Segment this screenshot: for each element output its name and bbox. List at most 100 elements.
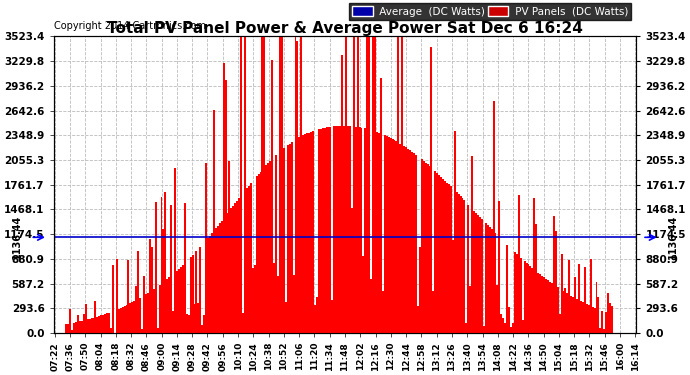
Bar bbox=[343, 126, 345, 333]
Bar bbox=[128, 260, 130, 333]
Bar bbox=[197, 303, 199, 333]
Bar bbox=[66, 324, 68, 333]
Bar bbox=[353, 36, 355, 333]
Bar bbox=[95, 301, 97, 333]
Bar bbox=[539, 274, 541, 333]
Bar bbox=[347, 126, 349, 333]
Bar bbox=[147, 293, 149, 333]
Bar bbox=[559, 314, 560, 333]
Bar bbox=[235, 203, 236, 333]
Bar bbox=[192, 255, 193, 333]
Bar bbox=[161, 198, 162, 333]
Bar bbox=[504, 323, 506, 333]
Bar bbox=[285, 302, 287, 333]
Bar bbox=[529, 266, 531, 333]
Bar bbox=[97, 316, 99, 333]
Bar bbox=[226, 213, 228, 333]
Bar bbox=[337, 126, 339, 333]
Bar bbox=[213, 110, 215, 333]
Bar bbox=[149, 239, 151, 333]
Bar bbox=[405, 147, 407, 333]
Bar bbox=[475, 213, 477, 333]
Bar bbox=[281, 36, 283, 333]
Bar bbox=[607, 292, 609, 333]
Bar bbox=[417, 306, 419, 333]
Bar bbox=[219, 224, 221, 333]
Bar bbox=[403, 146, 405, 333]
Bar bbox=[137, 251, 139, 333]
Bar bbox=[572, 297, 574, 333]
Bar bbox=[288, 144, 290, 333]
Bar bbox=[533, 198, 535, 333]
Bar bbox=[259, 171, 262, 333]
Bar bbox=[390, 138, 392, 333]
Bar bbox=[491, 229, 493, 333]
Bar bbox=[446, 183, 448, 333]
Bar bbox=[473, 211, 475, 333]
Bar bbox=[407, 149, 409, 333]
Bar bbox=[293, 274, 295, 333]
Bar bbox=[252, 268, 254, 333]
Bar bbox=[139, 298, 141, 333]
Bar bbox=[267, 163, 269, 333]
Bar bbox=[541, 276, 543, 333]
Bar bbox=[574, 277, 576, 333]
Bar bbox=[290, 142, 293, 333]
Bar bbox=[590, 259, 591, 333]
Bar bbox=[79, 321, 81, 333]
Text: 1136.44: 1136.44 bbox=[12, 215, 21, 260]
Bar bbox=[328, 127, 329, 333]
Bar bbox=[380, 78, 382, 333]
Bar bbox=[81, 321, 83, 333]
Bar bbox=[349, 126, 351, 333]
Bar bbox=[223, 63, 224, 333]
Bar bbox=[238, 198, 240, 333]
Bar bbox=[126, 305, 128, 333]
Bar bbox=[483, 326, 485, 333]
Bar bbox=[598, 297, 600, 333]
Bar bbox=[569, 260, 570, 333]
Bar bbox=[466, 322, 467, 333]
Bar bbox=[204, 315, 205, 333]
Bar bbox=[477, 215, 479, 333]
Bar bbox=[553, 216, 555, 333]
Text: 1136.44: 1136.44 bbox=[669, 215, 678, 260]
Bar bbox=[378, 133, 380, 333]
Bar bbox=[600, 328, 602, 333]
Bar bbox=[341, 55, 343, 333]
Bar bbox=[124, 306, 126, 333]
Bar bbox=[230, 209, 233, 333]
Bar bbox=[162, 229, 164, 333]
Bar bbox=[551, 283, 553, 333]
Bar bbox=[121, 307, 124, 333]
Bar bbox=[582, 302, 584, 333]
Bar bbox=[316, 297, 318, 333]
Bar bbox=[576, 299, 578, 333]
Bar bbox=[512, 323, 514, 333]
Bar bbox=[240, 36, 242, 333]
Bar bbox=[184, 202, 186, 333]
Bar bbox=[228, 161, 230, 333]
Bar bbox=[535, 224, 538, 333]
Bar bbox=[112, 265, 114, 333]
Bar bbox=[90, 318, 92, 333]
Bar bbox=[452, 240, 454, 333]
Bar bbox=[244, 36, 246, 333]
Bar bbox=[106, 313, 108, 333]
Bar bbox=[376, 132, 378, 333]
Bar bbox=[298, 137, 300, 333]
Bar bbox=[176, 271, 178, 333]
Bar bbox=[275, 155, 277, 333]
Bar bbox=[351, 208, 353, 333]
Bar bbox=[603, 328, 605, 333]
Bar bbox=[300, 36, 302, 333]
Bar bbox=[469, 286, 471, 333]
Bar bbox=[224, 80, 226, 333]
Bar bbox=[588, 305, 590, 333]
Bar bbox=[133, 301, 135, 333]
Bar bbox=[304, 134, 306, 333]
Bar bbox=[188, 315, 190, 333]
Bar bbox=[444, 181, 446, 333]
Bar bbox=[205, 163, 207, 333]
Bar bbox=[164, 192, 166, 333]
